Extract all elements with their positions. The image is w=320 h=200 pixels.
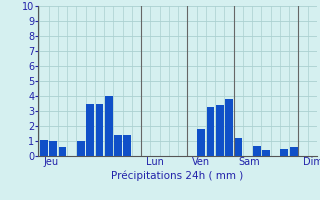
Bar [234,138,242,156]
Bar [40,140,48,156]
Bar [197,129,205,156]
Bar [253,146,260,156]
Bar [216,105,224,156]
Bar [262,150,270,156]
Bar [114,135,122,156]
Bar [290,147,298,156]
Bar [86,104,94,156]
Bar [95,104,103,156]
Bar [281,148,288,156]
Bar [206,106,214,156]
Bar [225,99,233,156]
X-axis label: Précipitations 24h ( mm ): Précipitations 24h ( mm ) [111,170,244,181]
Bar [59,147,66,156]
Bar [123,135,131,156]
Bar [105,96,113,156]
Bar [77,141,85,156]
Bar [49,141,57,156]
